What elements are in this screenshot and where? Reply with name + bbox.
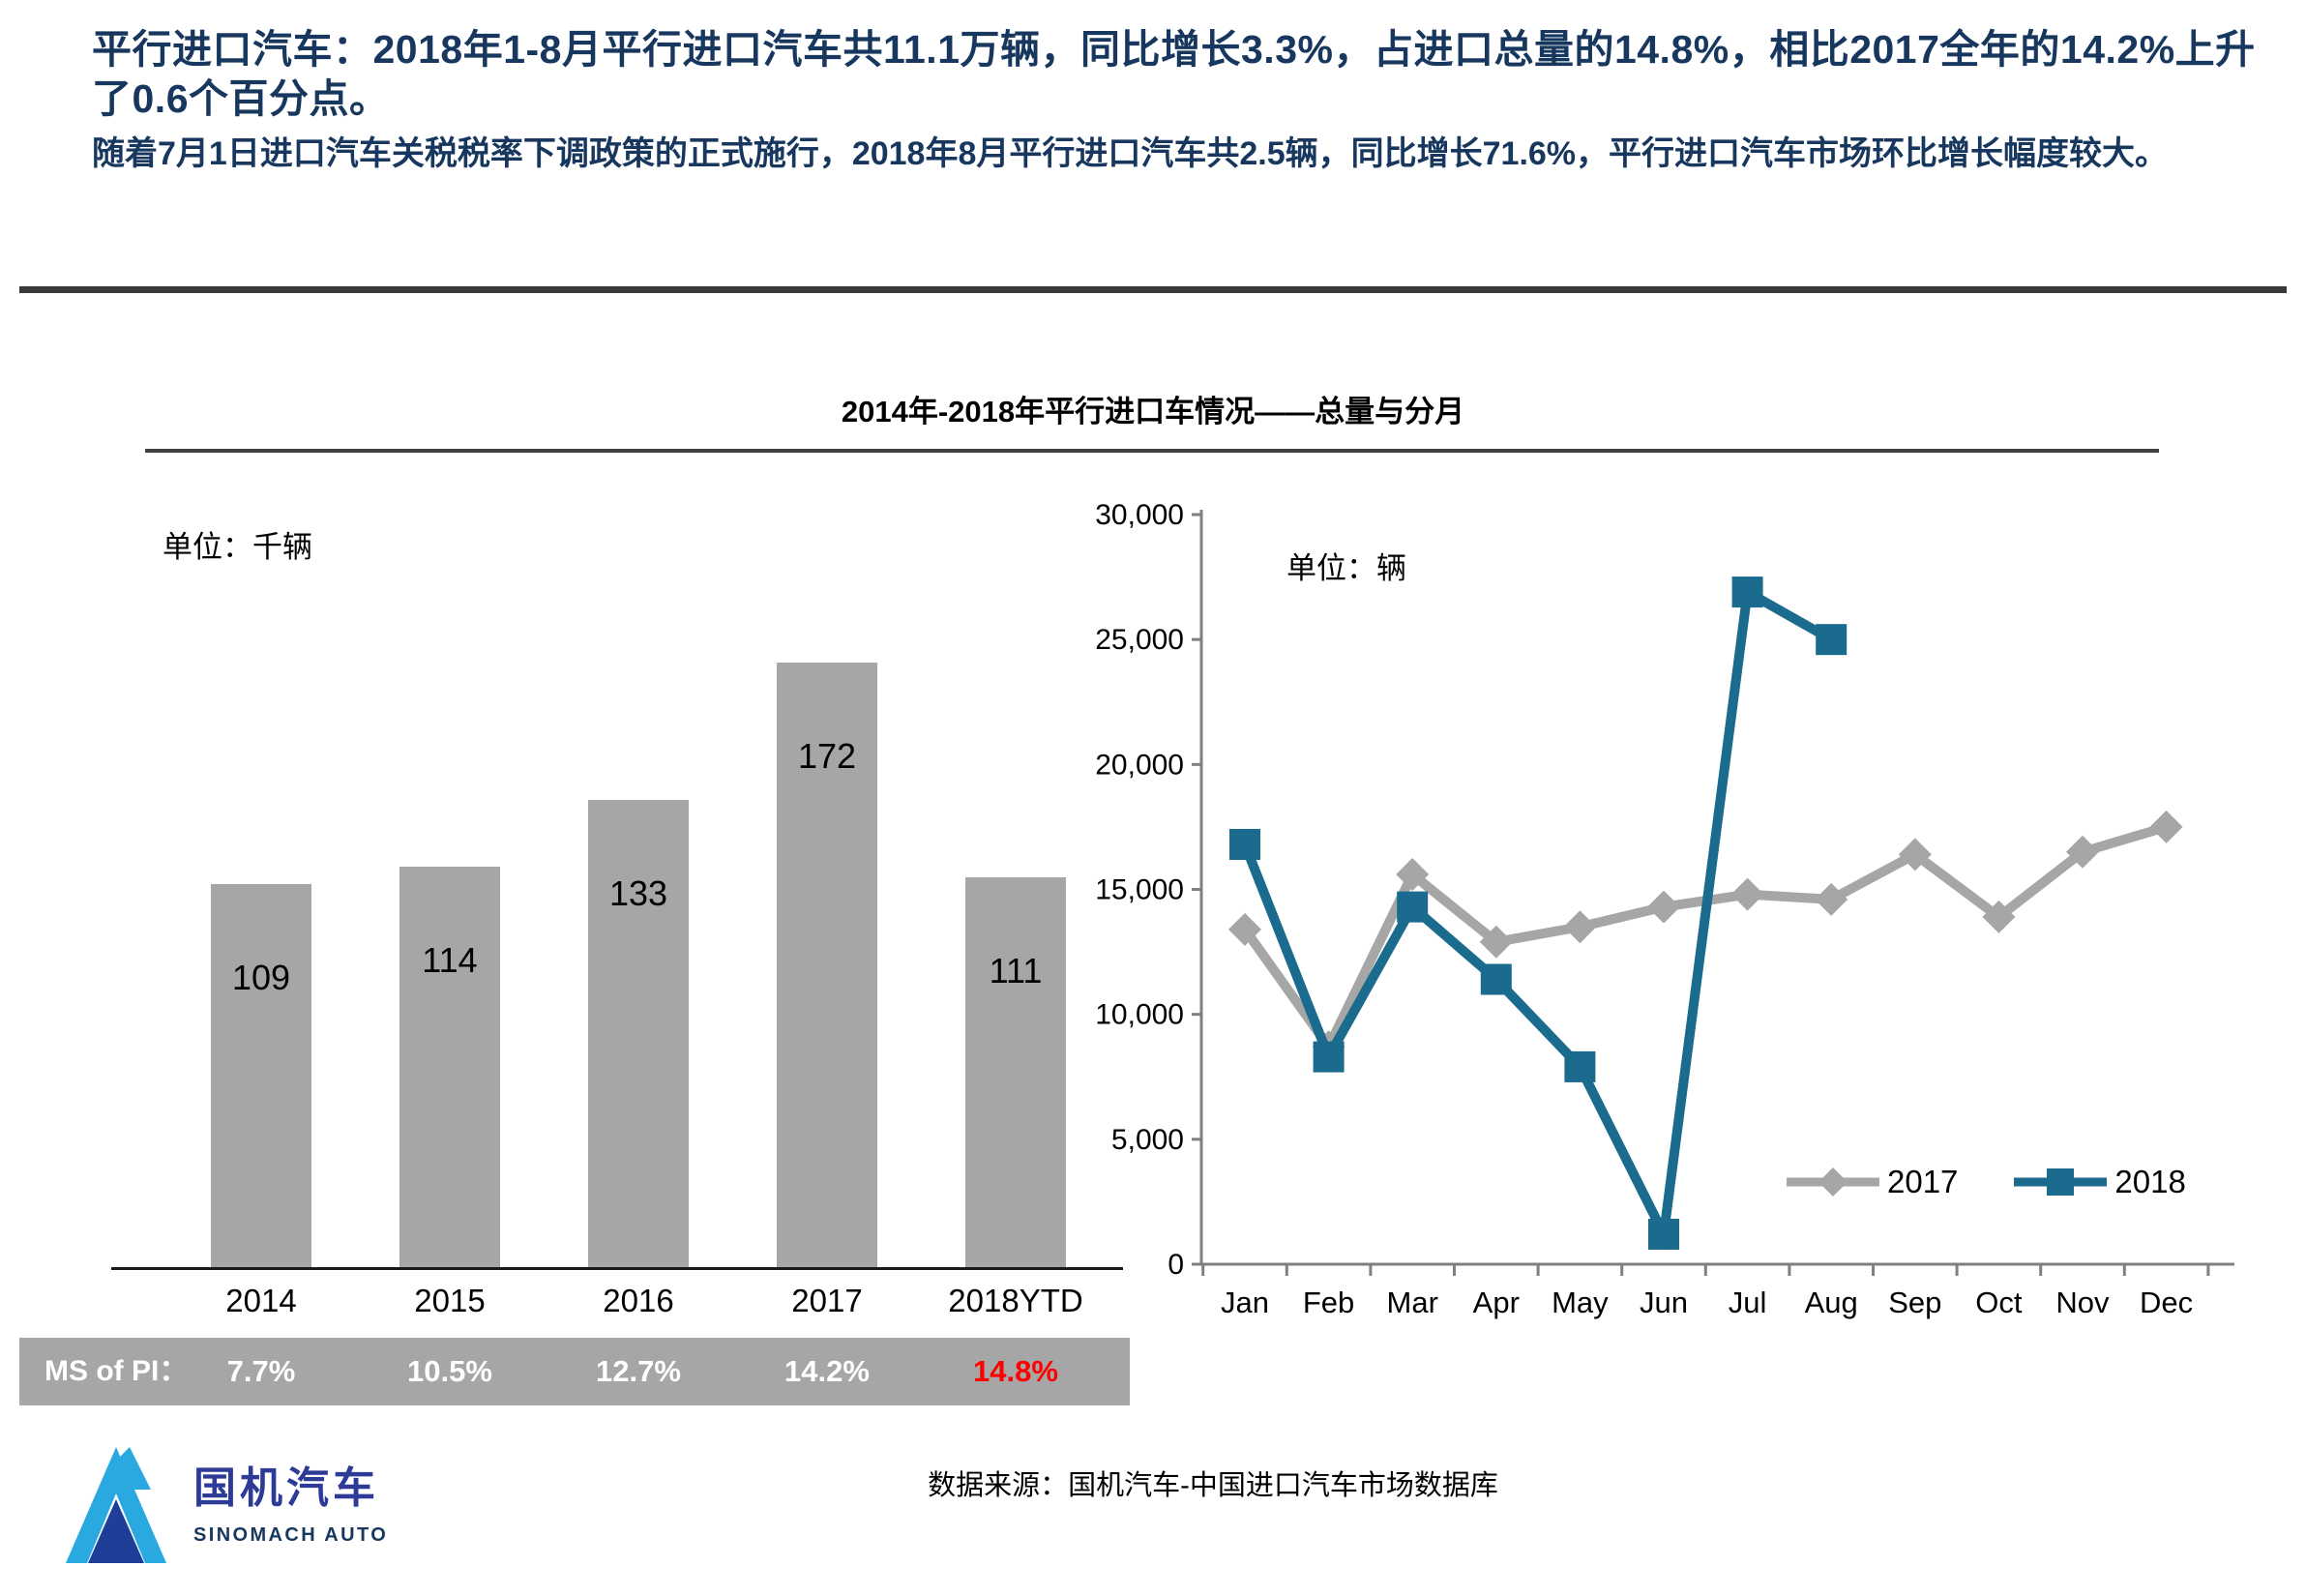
legend-label: 2018 xyxy=(2114,1164,2186,1199)
marker-diamond-2017 xyxy=(1982,900,2016,933)
bar-chart: 109 2014 114 2015 133 2016 172 2017 111 2018YTD xyxy=(111,600,1127,1345)
marker-square-2018 xyxy=(1480,963,1512,995)
x-tick-label: Aug xyxy=(1805,1286,1858,1319)
header: 平行进口汽车：2018年1-8月平行进口汽车共11.1万辆，同比增长3.3%，占… xyxy=(92,25,2263,175)
sinomach-logo-icon xyxy=(66,1447,166,1563)
x-tick-label: Apr xyxy=(1473,1286,1520,1319)
marker-diamond-2017 xyxy=(2149,810,2183,843)
marker-diamond-2017 xyxy=(1479,925,1513,959)
x-tick-label: May xyxy=(1552,1286,1609,1319)
marker-diamond-2017 xyxy=(1228,912,1261,946)
x-tick-label: Feb xyxy=(1303,1286,1354,1319)
x-tick-label: Jul xyxy=(1729,1286,1767,1319)
company-logo: 国机汽车 SINOMACH AUTO xyxy=(60,1439,388,1570)
x-tick-label: Jun xyxy=(1640,1286,1688,1319)
y-tick-label: 5,000 xyxy=(1111,1124,1184,1156)
header-divider xyxy=(19,286,2287,293)
y-tick-label: 25,000 xyxy=(1095,624,1184,656)
marker-square-2018 xyxy=(1816,624,1848,656)
logo-name-en: SINOMACH AUTO xyxy=(193,1524,389,1546)
bar-category-label: 2015 xyxy=(414,1283,486,1318)
bar-category-label: 2014 xyxy=(225,1283,297,1318)
y-tick-label: 10,000 xyxy=(1095,999,1184,1031)
line-chart-legend: 2017 2018 xyxy=(1785,1164,2186,1200)
bar-2016: 133 xyxy=(588,800,689,1267)
line-chart-unit-label: 单位：辆 xyxy=(1286,551,1406,585)
bar-2018YTD: 111 xyxy=(965,877,1066,1267)
legend-item-2018: 2018 xyxy=(2012,1164,2186,1200)
bar-category-label: 2018YTD xyxy=(948,1283,1083,1318)
market-share-value: 7.7% xyxy=(226,1354,296,1388)
y-tick-label: 20,000 xyxy=(1095,749,1184,781)
bar-category-label: 2017 xyxy=(791,1283,863,1318)
series-line-2018 xyxy=(1240,584,1834,1251)
line-chart: 0 5,000 10,000 15,000 20,000 25,000 30,000 Jan F… xyxy=(1095,499,2234,1319)
logo-text-block: 国机汽车 SINOMACH AUTO xyxy=(193,1453,388,1547)
marker-diamond-2017 xyxy=(1396,858,1430,891)
bar-2014: 109 xyxy=(211,884,311,1267)
legend-item-2017: 2017 xyxy=(1785,1164,1958,1200)
bar-value-label: 111 xyxy=(989,951,1043,990)
marker-square-2018 xyxy=(1229,829,1260,860)
marker-square-2018 xyxy=(1731,576,1763,608)
data-source-note: 数据来源：国机汽车-中国进口汽车市场数据库 xyxy=(928,1470,1498,1501)
chart-title: 2014年-2018年平行进口车情况——总量与分月 xyxy=(841,395,1465,429)
market-share-value: 12.7% xyxy=(596,1354,681,1388)
x-tick-label: Mar xyxy=(1387,1286,1438,1319)
marker-diamond-2017 xyxy=(1730,877,1764,911)
x-tick-label: Oct xyxy=(1975,1286,2023,1319)
market-share-label: MS of PI： xyxy=(44,1355,189,1387)
bar-value-label: 114 xyxy=(422,940,478,980)
legend-marker-icon xyxy=(1787,1167,1879,1197)
bar-2015: 114 xyxy=(399,867,500,1267)
x-tick-label: Sep xyxy=(1888,1286,1941,1319)
logo-name-cn: 国机汽车 xyxy=(193,1464,379,1512)
marker-diamond-2017 xyxy=(1815,882,1848,916)
marker-diamond-2017 xyxy=(2066,835,2099,869)
legend-marker-icon xyxy=(2014,1168,2108,1196)
chart-title-divider xyxy=(145,449,2159,453)
x-tick-label: Jan xyxy=(1221,1286,1269,1319)
marker-square-2018 xyxy=(1313,1041,1345,1073)
y-tick-label: 30,000 xyxy=(1095,499,1184,531)
marker-diamond-2017 xyxy=(1898,838,1932,872)
market-share-value: 10.5% xyxy=(407,1354,492,1388)
marker-square-2018 xyxy=(1564,1050,1596,1082)
x-tick-label: Dec xyxy=(2140,1286,2193,1319)
bar-chart-unit-label: 单位：千辆 xyxy=(163,530,312,564)
page-title: 平行进口汽车：2018年1-8月平行进口汽车共11.1万辆，同比增长3.3%，占… xyxy=(92,27,2256,121)
marker-square-2018 xyxy=(1397,891,1429,923)
marker-diamond-2017 xyxy=(1563,910,1597,944)
y-tick-label: 0 xyxy=(1168,1249,1184,1281)
bar-value-label: 109 xyxy=(231,958,291,997)
x-tick-label: Nov xyxy=(2055,1286,2110,1319)
marker-square-2018 xyxy=(1648,1219,1679,1250)
bar-chart-baseline xyxy=(111,1267,1123,1270)
page-subtitle: 随着7月1日进口汽车关税税率下调政策的正式施行，2018年8月平行进口汽车共2.… xyxy=(92,134,2169,172)
bar-value-label: 172 xyxy=(797,736,857,776)
bar-2017: 172 xyxy=(777,663,877,1267)
bar-category-label: 2016 xyxy=(603,1283,674,1318)
marker-diamond-2017 xyxy=(1647,890,1680,924)
bar-value-label: 133 xyxy=(608,873,668,913)
y-tick-label: 15,000 xyxy=(1095,874,1184,906)
legend-label: 2017 xyxy=(1887,1164,1959,1199)
market-share-band: MS of PI： 7.7% 10.5% 12.7% 14.2% 14.8% xyxy=(19,1338,1130,1405)
market-share-value: 14.2% xyxy=(784,1354,870,1388)
market-share-value: 14.8% xyxy=(973,1354,1058,1388)
